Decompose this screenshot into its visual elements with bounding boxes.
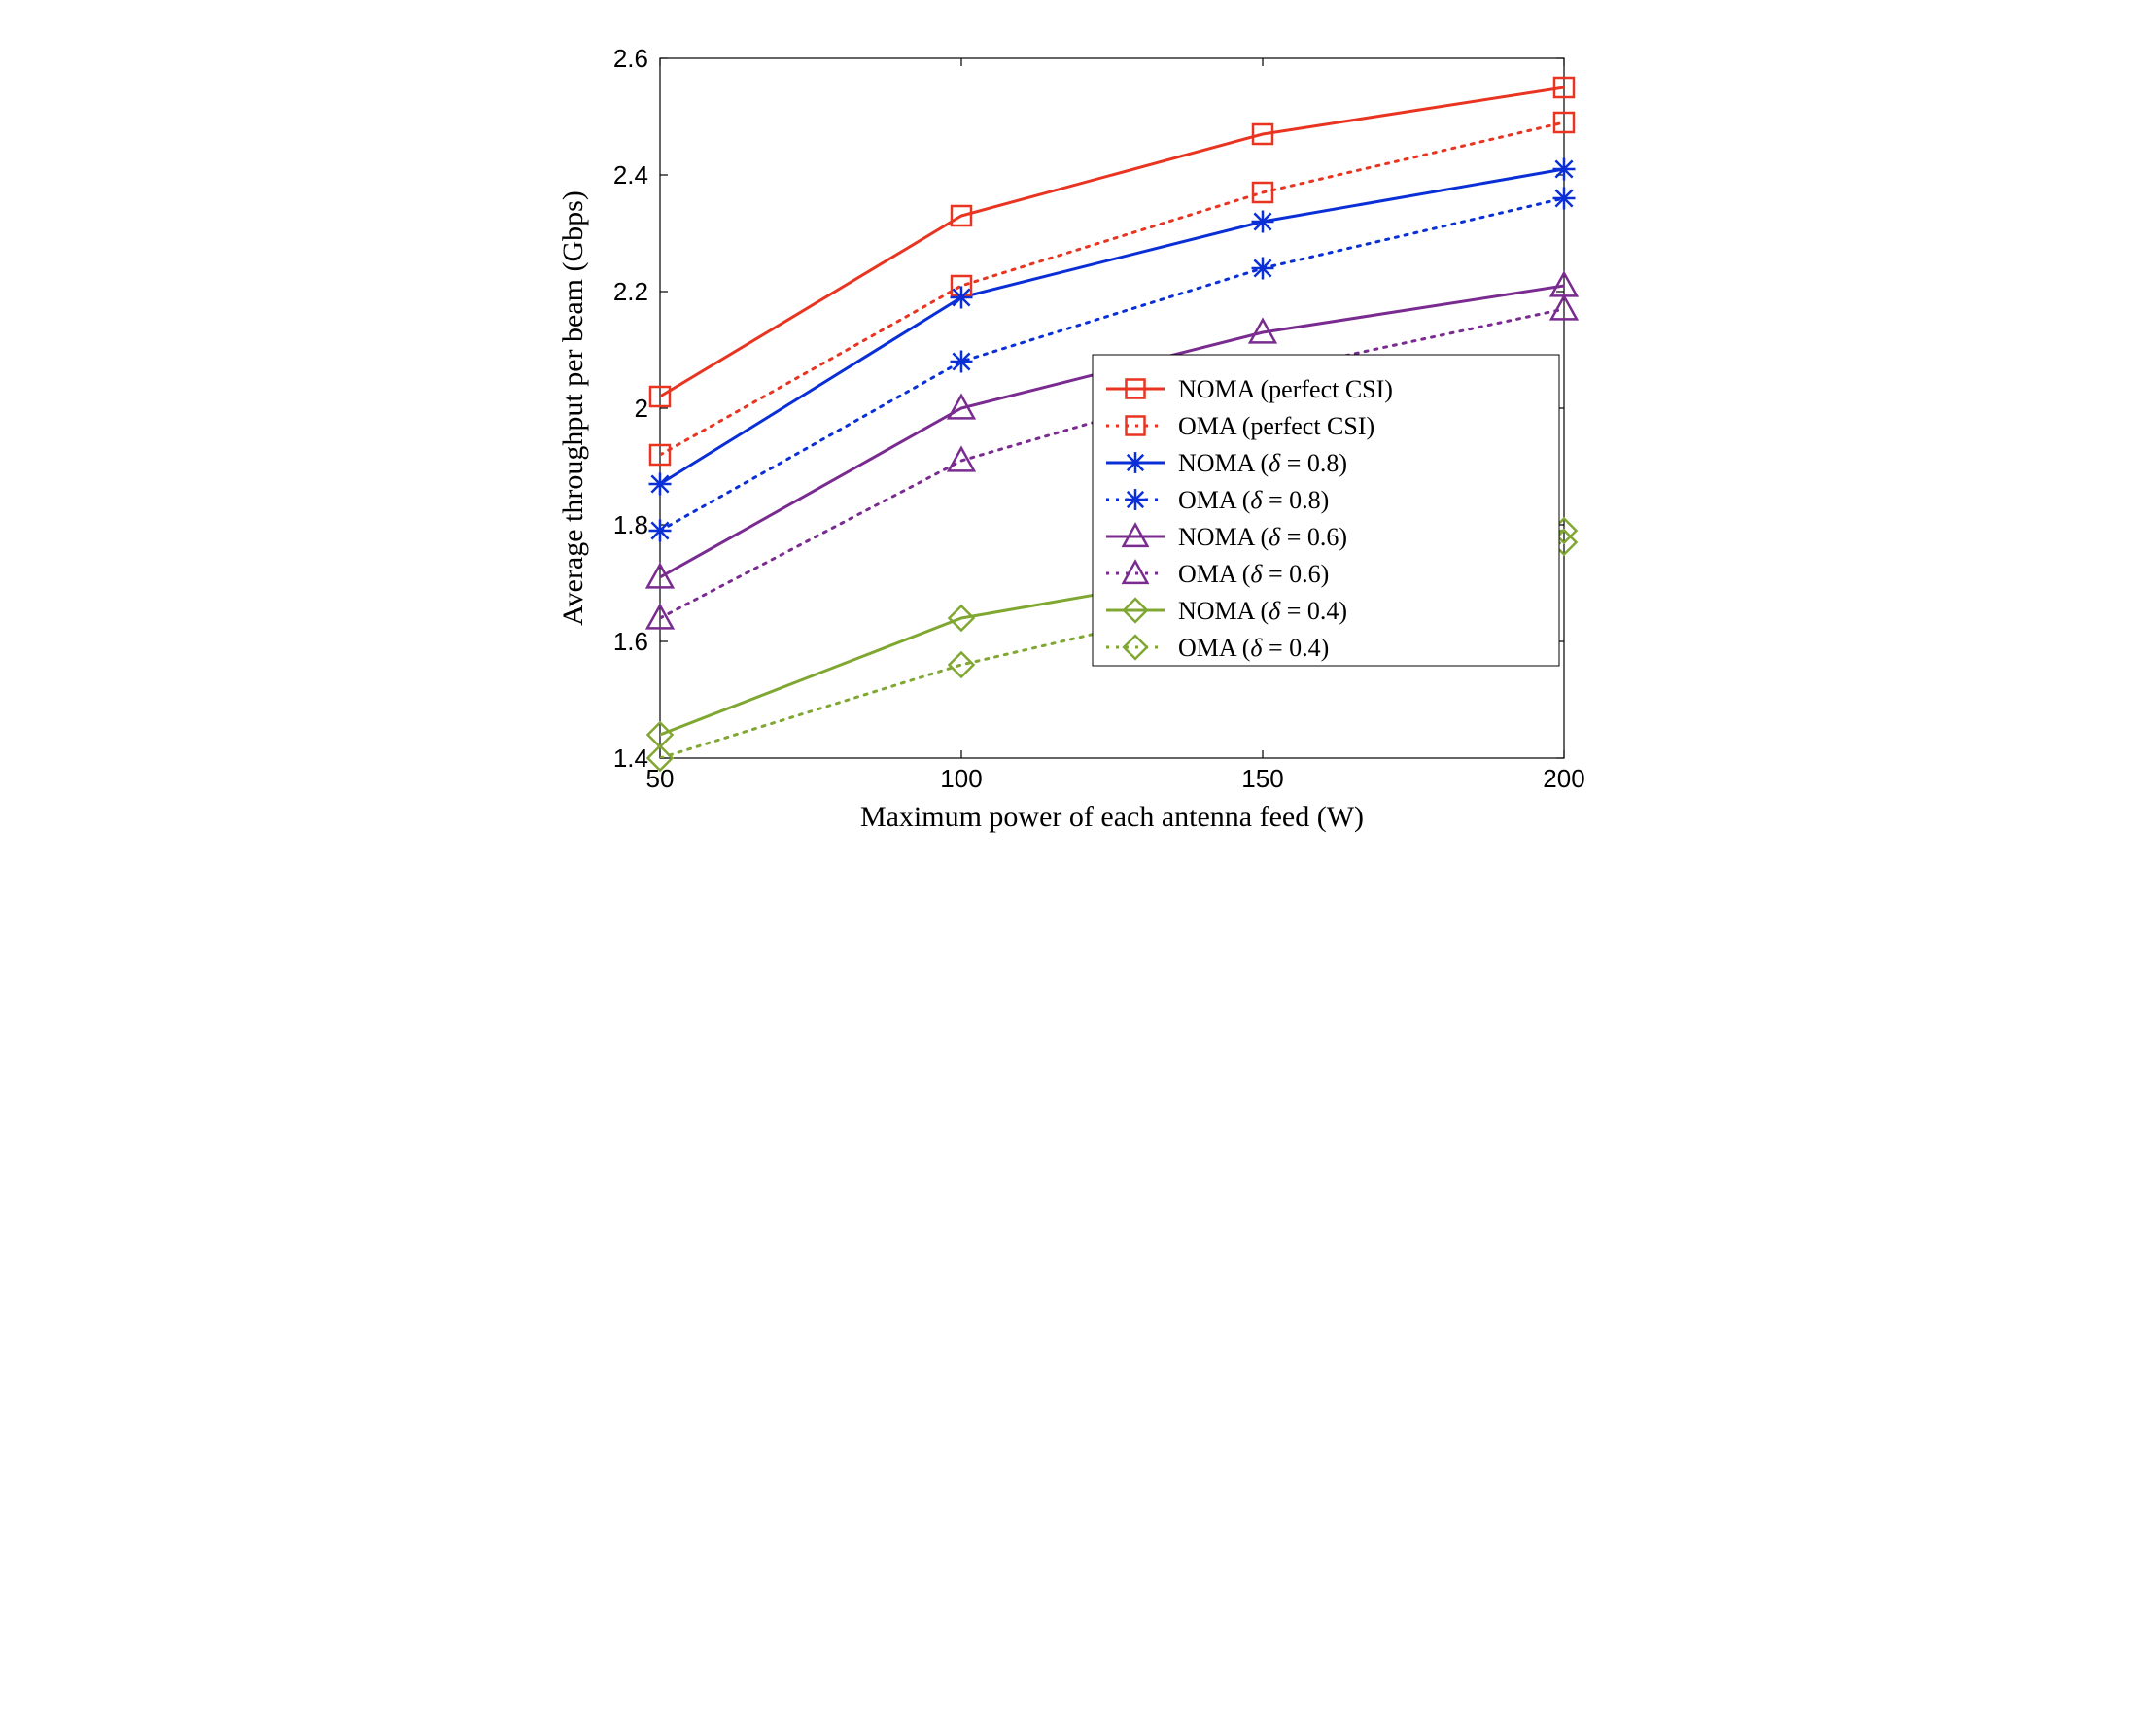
svg-text:1.4: 1.4 bbox=[613, 743, 648, 773]
legend: NOMA (perfect CSI) OMA (perfect CSI) NOMA … bbox=[1093, 355, 1559, 666]
svg-text:OMA (perfect CSI): OMA (perfect CSI) bbox=[1178, 412, 1374, 440]
svg-text:200: 200 bbox=[1543, 764, 1584, 793]
svg-text:NOMA (perfect CSI): NOMA (perfect CSI) bbox=[1178, 375, 1393, 403]
svg-text:1.6: 1.6 bbox=[613, 627, 648, 656]
svg-text:Maximum power of each antenna: Maximum power of each antenna feed (W) bbox=[860, 801, 1364, 833]
svg-text:1.8: 1.8 bbox=[613, 510, 648, 539]
svg-text:2: 2 bbox=[635, 394, 648, 423]
svg-text:OMA (δ = 0.8): OMA (δ = 0.8) bbox=[1178, 486, 1329, 514]
svg-text:2.2: 2.2 bbox=[613, 277, 648, 306]
chart-svg: 50 100 150 200 1.4 1.6 1.8 2 2.2 2.4 2.6 Maximum po… bbox=[543, 19, 1613, 875]
svg-text:2.4: 2.4 bbox=[613, 160, 648, 190]
svg-text:NOMA (δ = 0.4): NOMA (δ = 0.4) bbox=[1178, 597, 1347, 625]
throughput-chart: 50 100 150 200 1.4 1.6 1.8 2 2.2 2.4 2.6 Maximum po… bbox=[543, 19, 1613, 875]
svg-text:NOMA (δ = 0.8): NOMA (δ = 0.8) bbox=[1178, 449, 1347, 477]
svg-text:Average throughput per beam (G: Average throughput per beam (Gbps) bbox=[557, 190, 589, 626]
svg-text:NOMA (δ = 0.6): NOMA (δ = 0.6) bbox=[1178, 523, 1347, 551]
svg-text:150: 150 bbox=[1241, 764, 1283, 793]
svg-text:100: 100 bbox=[940, 764, 982, 793]
svg-text:OMA (δ = 0.4): OMA (δ = 0.4) bbox=[1178, 634, 1329, 662]
svg-text:OMA (δ = 0.6): OMA (δ = 0.6) bbox=[1178, 560, 1329, 588]
svg-text:2.6: 2.6 bbox=[613, 44, 648, 73]
svg-text:50: 50 bbox=[646, 764, 675, 793]
